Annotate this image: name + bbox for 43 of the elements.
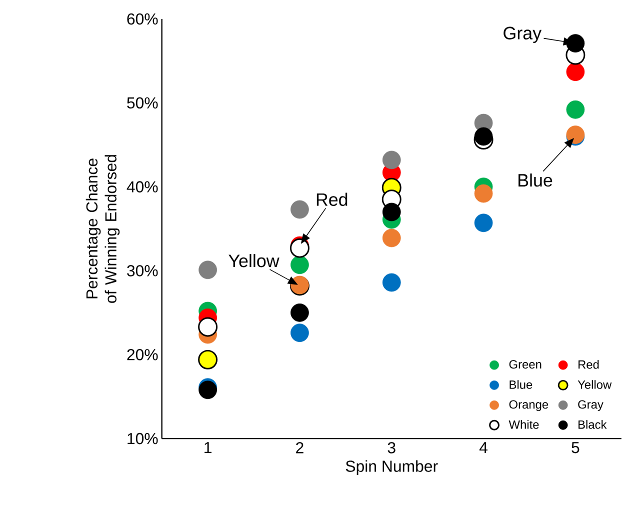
- x-axis-title: Spin Number: [346, 460, 438, 475]
- x-tick-label: 3: [388, 442, 396, 454]
- annotation: Yellow: [228, 254, 280, 267]
- y-tick-label: 10%: [128, 432, 158, 444]
- point: [290, 323, 309, 342]
- x-tick-label: 5: [572, 442, 580, 453]
- legend-label: Red: [578, 360, 599, 369]
- annotation: Gray: [504, 26, 542, 43]
- point: [198, 350, 218, 370]
- legend-label: Green: [509, 360, 542, 368]
- point: [566, 34, 585, 52]
- legend-label: White: [508, 420, 539, 429]
- legend-label: Gray: [578, 400, 604, 411]
- point: [382, 228, 401, 247]
- legend-label: Blue: [510, 380, 532, 389]
- point: [474, 184, 493, 202]
- point: [290, 303, 309, 322]
- y-axis-title: Percentage Chance of Winning Endorsed: [86, 154, 120, 303]
- annotation: Blue: [518, 173, 552, 186]
- point: [382, 273, 401, 292]
- point: [290, 255, 309, 274]
- y-tick-label: 20%: [127, 348, 158, 360]
- y-tick-label: 50%: [127, 97, 158, 108]
- legend-label: Yellow: [578, 380, 612, 389]
- legend-label: Orange: [509, 400, 548, 411]
- x-tick-label: 2: [296, 442, 304, 453]
- point: [198, 260, 217, 279]
- y-tick-label: 60%: [127, 13, 158, 24]
- point: [566, 62, 585, 81]
- annotation: Red: [316, 192, 348, 206]
- point: [474, 127, 493, 146]
- y-tick-label: 40%: [126, 180, 158, 192]
- y-tick-label: 30%: [127, 264, 158, 276]
- point: [198, 316, 218, 336]
- point: [566, 100, 585, 119]
- point: [290, 238, 310, 258]
- legend-label: Black: [578, 420, 607, 429]
- x-tick-label: 1: [204, 442, 212, 453]
- point: [382, 202, 401, 221]
- point: [290, 200, 309, 218]
- point: [382, 150, 401, 169]
- x-tick-label: 4: [479, 442, 488, 453]
- point: [474, 213, 493, 232]
